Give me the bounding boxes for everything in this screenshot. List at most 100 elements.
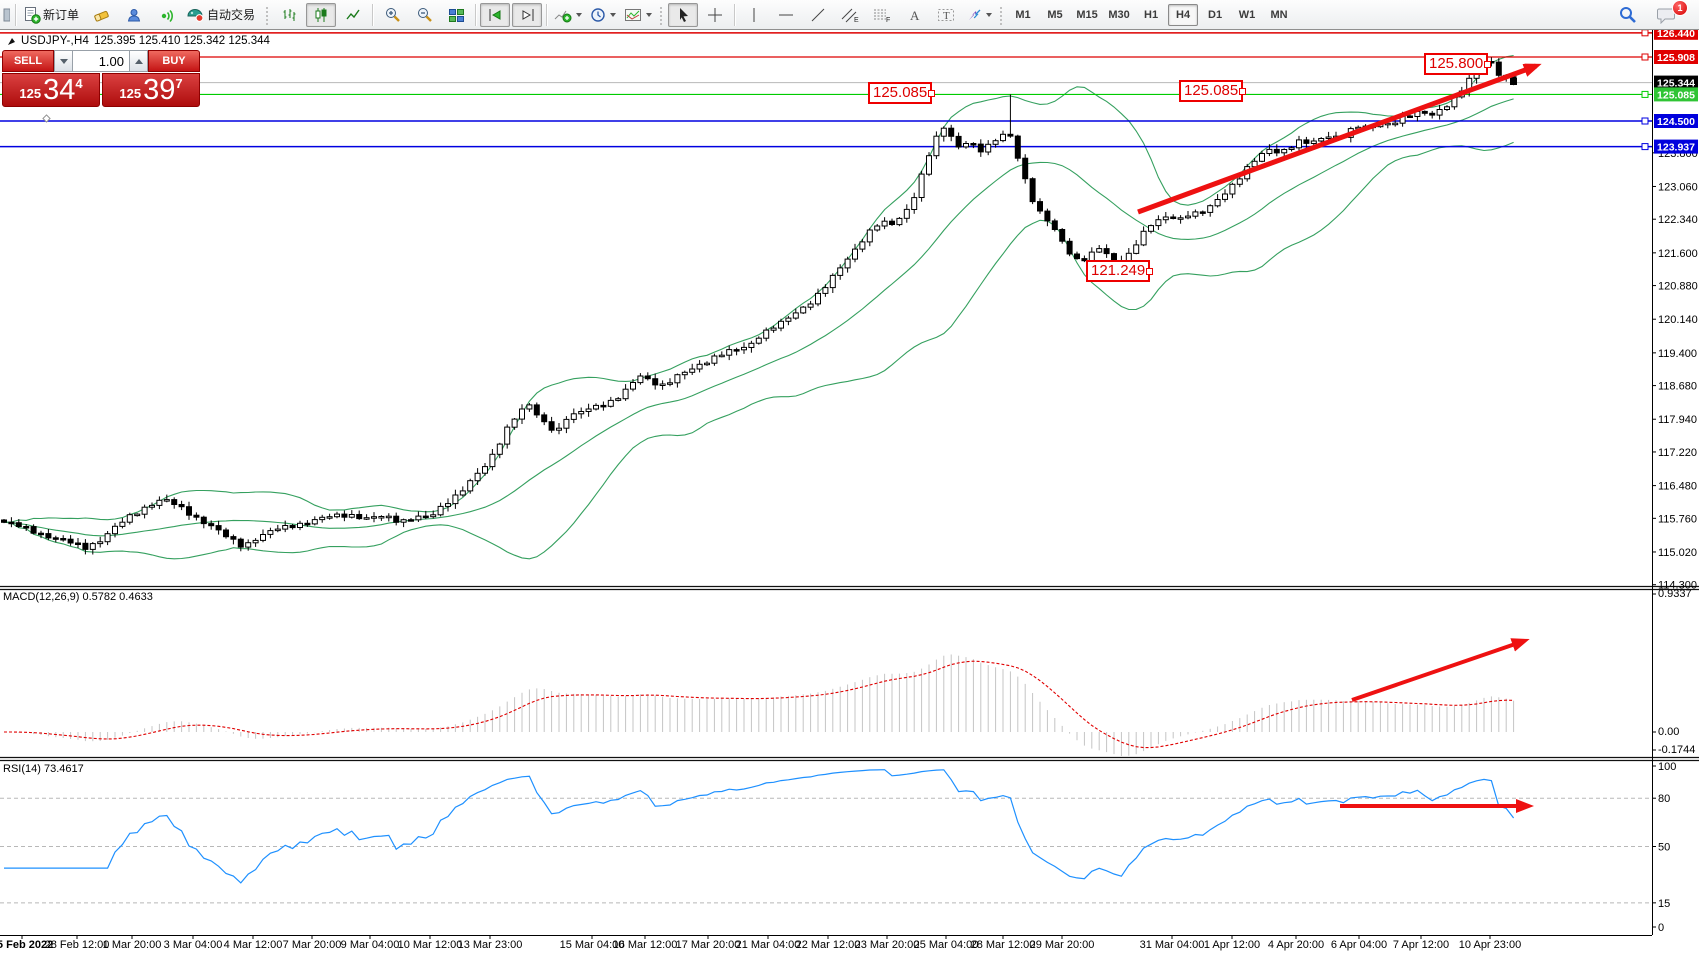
zoom-out-button[interactable]: [409, 3, 439, 27]
search-button[interactable]: [1612, 3, 1642, 27]
price-callout[interactable]: 125.085: [1179, 80, 1247, 102]
price-tick-label: 117.220: [1658, 447, 1697, 459]
tile-windows-button[interactable]: [441, 3, 471, 27]
profile-button[interactable]: [119, 3, 149, 27]
time-axis-label: 23 Mar 20:00: [855, 939, 920, 951]
timeframe-mn-button[interactable]: MN: [1270, 8, 1288, 21]
periods-button[interactable]: [587, 3, 619, 27]
buy-price-point: 7: [175, 76, 183, 91]
indicators-icon: [554, 10, 572, 22]
separator: [546, 3, 548, 26]
notifications-button[interactable]: 1: [1652, 0, 1688, 27]
time-axis-label: 1 Mar 20:00: [103, 939, 162, 951]
price-tick-label: 115.020: [1658, 547, 1697, 559]
text-tool-icon: A: [910, 8, 920, 23]
caret-up-icon: [134, 58, 143, 64]
cursor-button[interactable]: [668, 2, 699, 27]
line-handle: [1641, 90, 1649, 98]
timeframe-m15-button[interactable]: M15: [1076, 8, 1098, 21]
indicators-button[interactable]: [551, 3, 585, 27]
zoom-in-button[interactable]: [377, 3, 407, 27]
timeframe-h4-button[interactable]: H4: [1168, 3, 1199, 26]
label-tool-button[interactable]: T: [931, 3, 961, 27]
fibonacci-button[interactable]: F: [867, 3, 897, 27]
bar-chart-icon: [283, 8, 296, 21]
volume-increase-button[interactable]: [129, 50, 148, 72]
horizontal-line-button[interactable]: [771, 3, 801, 27]
buy-button[interactable]: BUY: [148, 50, 200, 72]
price-tick-label: 121.600: [1658, 248, 1698, 260]
sell-price-pips: 34: [43, 74, 76, 106]
eraser-button[interactable]: [87, 3, 117, 27]
price-tag-125.344: [1654, 75, 1698, 90]
trendline-handle[interactable]: [1510, 78, 1517, 85]
fibonacci-icon: F: [874, 9, 890, 23]
trendline-button[interactable]: [803, 3, 833, 27]
price-callout[interactable]: 121.249: [1086, 260, 1154, 282]
candle-chart-button[interactable]: [306, 2, 337, 27]
time-axis-label: 3 Mar 04:00: [164, 939, 223, 951]
vertical-line-button[interactable]: [739, 3, 769, 27]
autoscroll-button[interactable]: [480, 2, 511, 27]
price-callout[interactable]: 125.085: [868, 82, 936, 104]
svg-text:F: F: [886, 17, 890, 23]
time-axis-label: 4 Mar 12:00: [224, 939, 283, 951]
time-axis-label: 28 Mar 12:00: [971, 939, 1036, 951]
bar-chart-button[interactable]: [274, 3, 304, 27]
main-trend-arrow[interactable]: [1137, 63, 1542, 215]
price-tick-label: 118.680: [1658, 381, 1697, 393]
timeframe-w1-button[interactable]: W1: [1238, 8, 1256, 21]
rsi-axis-label: 50: [1658, 842, 1670, 854]
signal-icon: [161, 9, 173, 22]
text-tool-button[interactable]: A: [899, 3, 929, 27]
volume-input[interactable]: 1.00: [73, 50, 129, 72]
equidistant-channel-button[interactable]: E: [835, 3, 865, 27]
autotrade-button[interactable]: 自动交易: [183, 3, 261, 27]
macd-axis-label: 0.9337: [1658, 588, 1692, 600]
autotrade-icon: [187, 9, 204, 22]
chart-shift-button[interactable]: [512, 2, 543, 27]
bollinger-bands: [3, 54, 1514, 560]
dropdown-caret-icon: [986, 12, 993, 17]
price-tick-label: 115.760: [1658, 513, 1697, 525]
price-tick-label: 117.940: [1658, 414, 1697, 426]
time-axis-label: 9 Mar 04:00: [341, 939, 400, 951]
timeframe-h1-button[interactable]: H1: [1144, 8, 1159, 21]
timeframe-m1-button[interactable]: M1: [1015, 8, 1031, 21]
line-chart-button[interactable]: [338, 3, 368, 27]
sell-price-figure: 125: [19, 86, 42, 101]
sell-price-block[interactable]: 125 34 4: [2, 73, 100, 107]
price-tag-123.937: [1654, 139, 1698, 154]
volume-decrease-button[interactable]: [54, 50, 73, 72]
separator: [734, 3, 736, 26]
svg-text:125.908: 125.908: [1657, 52, 1695, 64]
sell-button[interactable]: SELL: [2, 50, 54, 72]
new-order-button[interactable]: 新订单: [20, 3, 85, 27]
buy-price-block[interactable]: 125 39 7: [102, 73, 200, 107]
toolbar-grip: [999, 4, 1005, 25]
time-axis-label: 4 Apr 20:00: [1268, 939, 1324, 951]
charts-partial-icon[interactable]: [1, 3, 11, 27]
rsi-line: [4, 769, 1515, 884]
line-handle: [1641, 117, 1649, 125]
object-anchor-handle[interactable]: [42, 114, 51, 123]
time-axis-label: 25 Mar 04:00: [914, 939, 979, 951]
sell-price-point: 4: [75, 76, 83, 91]
time-axis-label: 15 Mar 04:00: [560, 939, 625, 951]
arrows-tool-button[interactable]: [963, 3, 995, 27]
macd-trend-arrow[interactable]: [1351, 638, 1530, 702]
level-lines[interactable]: [0, 29, 1652, 151]
time-axis-label: 7 Mar 20:00: [283, 939, 342, 951]
timeframe-m5-button[interactable]: M5: [1047, 8, 1063, 21]
time-axis-label: 22 Mar 12:00: [796, 939, 861, 951]
toolbar-grip: [265, 4, 271, 25]
time-axis-label: 29 Mar 20:00: [1030, 939, 1095, 951]
crosshair-button[interactable]: [700, 3, 730, 27]
signal-button[interactable]: [151, 3, 181, 27]
templates-button[interactable]: [621, 3, 655, 27]
timeframe-m30-button[interactable]: M30: [1108, 8, 1130, 21]
price-callout[interactable]: 125.800: [1424, 53, 1492, 75]
timeframe-d1-button[interactable]: D1: [1208, 8, 1223, 21]
new-order-icon: [25, 6, 41, 24]
svg-text:125.344: 125.344: [1657, 78, 1695, 90]
